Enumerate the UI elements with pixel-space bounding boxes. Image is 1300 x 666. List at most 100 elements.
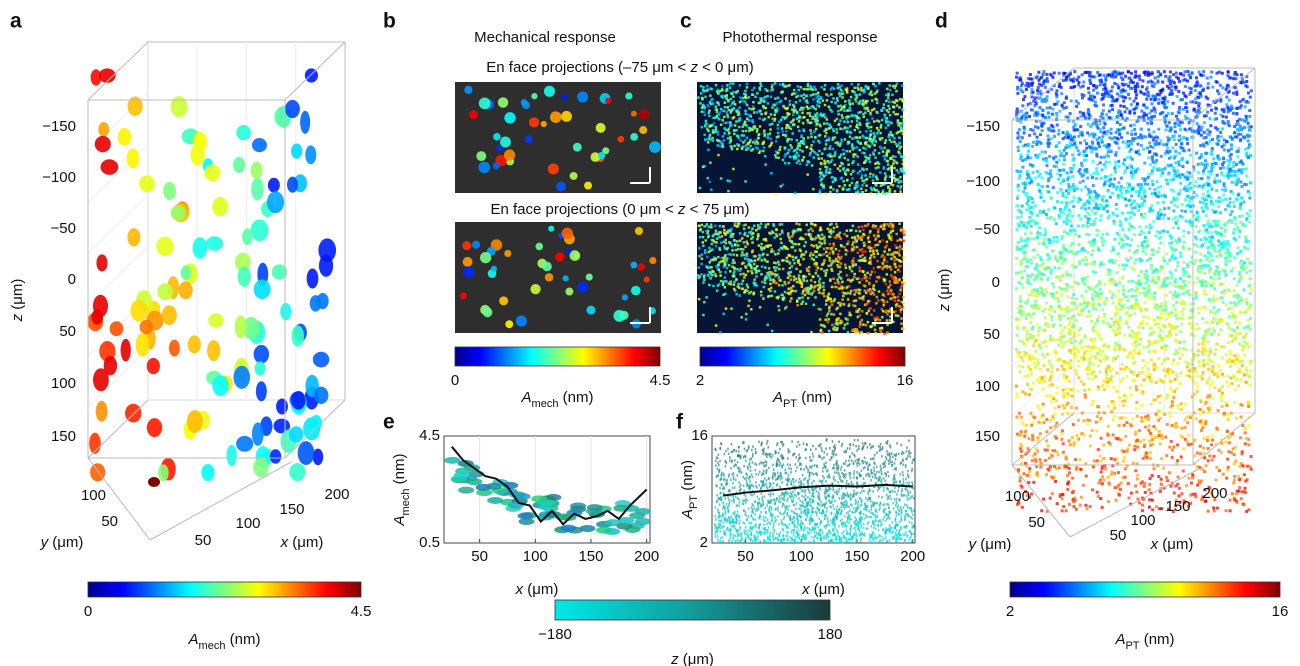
voxel xyxy=(1132,462,1135,465)
voxel xyxy=(1180,402,1183,405)
voxel xyxy=(1019,76,1022,79)
voxel xyxy=(1175,222,1178,225)
voxel xyxy=(1053,475,1056,478)
voxel xyxy=(1234,223,1237,226)
voxel xyxy=(1123,456,1126,459)
voxel xyxy=(1195,238,1198,241)
voxel xyxy=(1232,165,1235,168)
voxel xyxy=(1178,139,1181,142)
voxel xyxy=(1219,369,1222,372)
cell-spot xyxy=(577,282,588,293)
voxel xyxy=(1043,375,1046,378)
voxel xyxy=(1030,262,1033,265)
voxel xyxy=(1205,228,1208,231)
voxel xyxy=(1218,196,1221,199)
voxel xyxy=(1241,502,1244,505)
voxel xyxy=(1143,216,1146,219)
voxel xyxy=(1128,368,1131,371)
voxel xyxy=(1151,248,1154,251)
voxel xyxy=(1177,476,1180,479)
voxel xyxy=(1089,223,1092,226)
voxel xyxy=(1168,330,1171,333)
voxel xyxy=(1147,94,1150,97)
voxel xyxy=(1100,203,1103,206)
voxel xyxy=(1128,112,1131,115)
z-tick-label: −50 xyxy=(51,220,76,237)
voxel xyxy=(1199,399,1202,402)
voxel xyxy=(1075,319,1078,322)
voxel xyxy=(1184,78,1187,81)
voxel xyxy=(1165,150,1168,153)
voxel xyxy=(1061,509,1064,512)
voxel xyxy=(1159,112,1162,115)
voxel xyxy=(1231,181,1234,184)
voxel xyxy=(1047,138,1050,141)
voxel xyxy=(1017,241,1020,244)
voxel xyxy=(1176,197,1179,200)
voxel xyxy=(1135,401,1138,404)
voxel xyxy=(1035,114,1038,117)
voxel xyxy=(1084,149,1087,152)
cell-blob xyxy=(291,143,302,158)
voxel xyxy=(1102,103,1105,106)
cell-blob xyxy=(140,320,154,334)
voxel xyxy=(1195,194,1198,197)
voxel xyxy=(1034,366,1037,369)
voxel xyxy=(1090,98,1093,101)
voxel xyxy=(1163,280,1166,283)
voxel xyxy=(1061,413,1064,416)
voxel xyxy=(1130,238,1133,241)
voxel xyxy=(1157,276,1160,279)
voxel xyxy=(1211,188,1214,191)
voxel xyxy=(1215,255,1218,258)
voxel xyxy=(1198,71,1201,74)
voxel xyxy=(1154,143,1157,146)
texture-dot xyxy=(735,120,738,123)
voxel xyxy=(1153,299,1156,302)
voxel xyxy=(1054,435,1057,438)
voxel xyxy=(1030,372,1033,375)
x-tick-label: 150 xyxy=(279,501,304,518)
voxel xyxy=(1080,380,1083,383)
voxel xyxy=(1031,435,1034,438)
voxel xyxy=(1119,189,1122,192)
voxel xyxy=(1194,259,1197,262)
voxel xyxy=(1216,343,1219,346)
voxel xyxy=(1039,185,1042,188)
voxel xyxy=(1127,85,1130,88)
voxel xyxy=(1107,476,1110,479)
voxel xyxy=(1204,241,1207,244)
voxel xyxy=(1045,164,1048,167)
voxel xyxy=(1148,187,1151,190)
voxel xyxy=(1056,297,1059,300)
voxel xyxy=(1217,333,1220,336)
voxel xyxy=(1091,145,1094,148)
voxel xyxy=(1186,171,1189,174)
voxel xyxy=(1079,198,1082,201)
voxel xyxy=(1194,495,1197,498)
voxel xyxy=(1107,190,1110,193)
voxel xyxy=(1022,190,1025,193)
voxel xyxy=(1247,247,1250,250)
voxel xyxy=(1066,144,1069,147)
voxel xyxy=(1053,71,1056,74)
voxel xyxy=(1110,410,1113,413)
voxel xyxy=(1089,346,1092,349)
voxel xyxy=(1022,341,1025,344)
voxel xyxy=(1206,86,1209,89)
texture-dot xyxy=(757,137,760,140)
voxel xyxy=(1244,480,1247,483)
voxel xyxy=(1197,354,1200,357)
voxel xyxy=(1072,175,1075,178)
voxel xyxy=(1140,384,1143,387)
voxel xyxy=(1165,454,1168,457)
voxel xyxy=(1225,404,1228,407)
voxel xyxy=(1096,352,1099,355)
voxel xyxy=(1070,337,1073,340)
voxel xyxy=(1052,337,1055,340)
voxel xyxy=(1088,363,1091,366)
voxel xyxy=(1205,350,1208,353)
cell-blob xyxy=(251,219,269,241)
voxel xyxy=(1184,284,1187,287)
voxel xyxy=(1237,384,1240,387)
